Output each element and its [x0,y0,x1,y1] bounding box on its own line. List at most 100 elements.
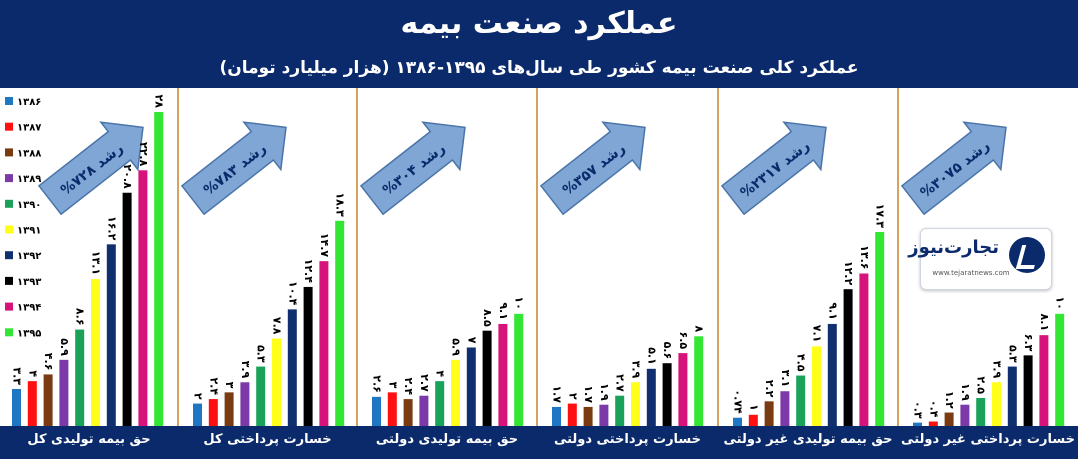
bar-value-label: ۶.۵ [677,331,690,349]
bar [1023,355,1033,426]
bar [552,406,561,426]
legend-swatch [5,199,13,208]
bar [272,338,281,426]
bar [748,414,758,426]
bar-value-label: ۳.۹ [630,361,643,379]
bar-value-label: ۲۲.۸ [137,142,150,167]
legend-swatch [5,148,13,157]
bar [859,273,869,426]
bar [287,309,297,426]
bar [827,323,837,426]
bar-value-label: ۱۳.۱ [90,251,103,275]
bar-value-label: ۴.۵ [795,354,808,372]
bar-value-label: ۱.۹ [598,383,611,401]
bar [928,421,938,426]
bar-value-label: ۱۸.۳ [334,192,347,217]
bar [498,323,508,426]
growth-arrow-shape [720,121,827,216]
logo-url: www.tejaratnews.com [932,269,1010,277]
bar-value-label: ۱۰.۴ [286,281,299,306]
bar-value-label: ۲ [192,393,205,400]
bar [91,279,100,426]
panel-label: حق بیمه تولیدی کل [27,432,151,447]
bar [451,359,460,426]
bar [240,382,250,426]
bar-value-label: ۳.۹ [239,361,252,379]
panel-label: خسارت پرداختی دولتی [553,432,702,447]
bar [27,381,37,426]
bar [599,404,609,426]
bar-value-label: ۰.۴ [927,400,940,418]
bar-value-label: ۲۸ [153,95,166,109]
bar [303,286,313,426]
logo-mark-icon [1009,237,1045,273]
legend-label: ۱۳۹۳ [17,277,41,288]
legend-label: ۱۳۸۶ [17,97,41,108]
bar-value-label: ۲۰.۸ [121,164,134,189]
growth-arrow-shape [539,121,646,216]
bar-value-label: ۳ [223,382,236,389]
bar [59,359,69,426]
bar-value-label: ۴ [434,370,447,377]
bar-value-label: ۷.۱ [811,325,824,343]
bar [372,396,381,426]
bar [193,403,202,426]
bar-value-label: ۲.۵ [975,376,988,394]
panel-label: حق بیمه تولیدی غیر دولتی [723,432,893,447]
panel-label: حق بیمه تولیدی دولتی [375,432,519,447]
legend-swatch [5,328,13,337]
logo-text: تجارت‌نیوز [908,237,999,258]
bar [387,392,397,426]
bar-value-label: ۳.۱ [779,370,792,388]
growth-arrow-shape [900,121,1007,216]
bar-value-label: ۸.۶ [74,308,87,326]
legend-swatch [5,302,13,311]
legend-swatch [5,251,13,260]
bar [662,363,672,426]
bar [992,382,1001,426]
bar-value-label: ۴.۶ [42,353,55,371]
bar-value-label: ۰.۷۴ [732,389,745,414]
bar-value-label: ۳.۹ [991,361,1004,379]
logo: تجارت‌نیوز www.tejaratnews.com [908,228,1052,290]
bar [1039,335,1049,426]
bar [335,220,345,426]
bar [1055,313,1065,426]
growth-arrow-shape [359,121,466,216]
bar [960,404,970,426]
bar-value-label: ۱۰ [513,296,526,309]
bar [764,401,774,426]
legend-swatch [5,174,13,183]
bar-value-label: ۵.۹ [58,338,71,356]
growth-arrow: رشد ۳۰۴% [359,121,466,216]
bar [583,406,593,426]
bar-value-label: ۱۲.۲ [842,261,855,286]
bar-value-label: ۱۲.۴ [302,259,315,284]
bar-value-label: ۸.۵ [481,309,494,327]
legend-label: ۱۳۸۹ [17,174,41,185]
bar [646,368,656,426]
legend-label: ۱۳۹۱ [17,226,41,237]
bar-value-label: ۱۴.۷ [318,233,331,258]
bar [796,375,806,426]
growth-arrow: رشد ۳۵۷% [539,121,646,216]
legend-label: ۱۳۸۸ [17,148,41,159]
header-banner [0,0,1078,88]
panel-label: خسارت پرداختی کل [203,432,332,447]
bar-value-label: ۵.۳ [255,345,268,363]
bar-value-label: ۵.۶ [661,342,674,360]
bar [419,395,429,426]
bar [435,381,445,426]
legend-swatch [5,122,13,131]
growth-arrow-shape [37,121,144,216]
bar-value-label: ۸.۱ [1038,314,1051,332]
page-subtitle: عملکرد کلی صنعت بیمه کشور طی سال‌های ۱۳۹… [219,58,859,78]
bar [256,366,266,426]
bar [678,353,688,426]
bar-value-label: ۵.۳ [1006,345,1019,363]
bar [615,395,625,426]
bar [875,231,885,426]
bar-value-label: ۹.۱ [826,302,839,320]
